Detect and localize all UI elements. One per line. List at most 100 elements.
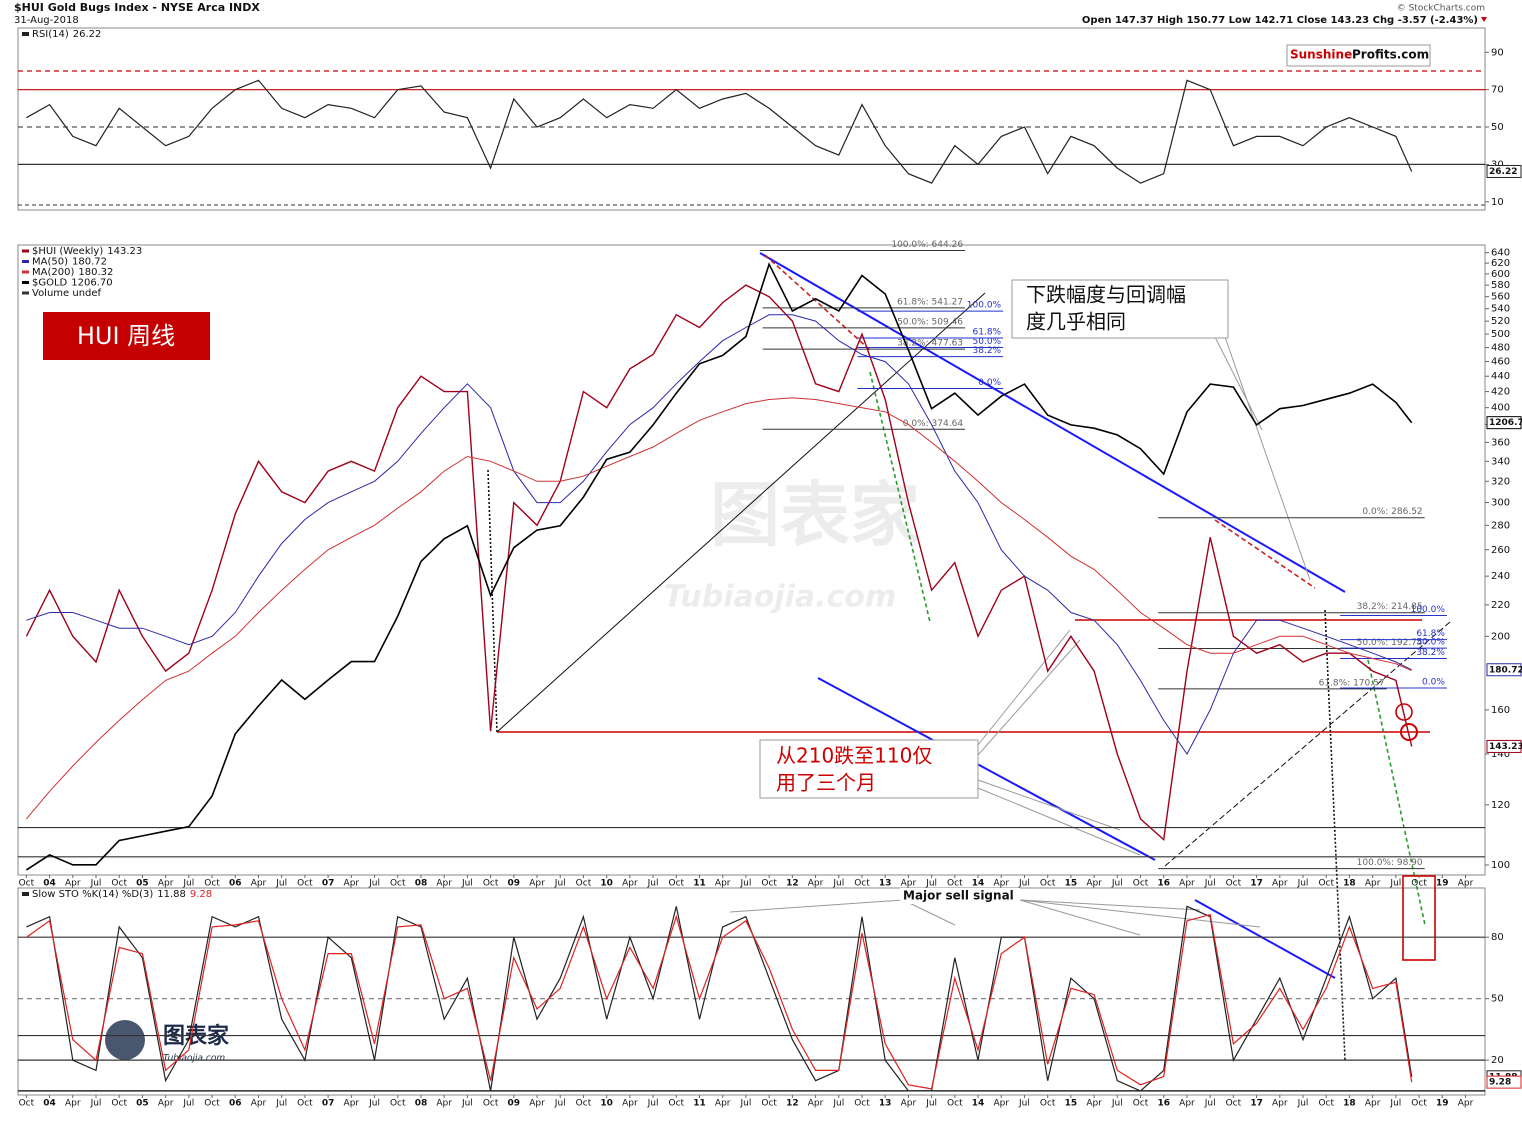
series-line (25, 262, 1413, 871)
legend-name: $GOLD (32, 278, 68, 289)
x-tick-label: Oct (1133, 879, 1149, 889)
y-tick-label: 620 (1491, 258, 1510, 269)
y-tick-label: 580 (1491, 280, 1510, 291)
legend-swatch (22, 291, 29, 295)
y-tick-label: 480 (1491, 343, 1510, 354)
x-tick-label: Apr (808, 879, 824, 889)
y-tick-label: 90 (1491, 47, 1504, 58)
x-tick-label: 11 (693, 1099, 706, 1109)
x-tick-label: Apr (993, 879, 1009, 889)
y-tick-label: 540 (1491, 304, 1510, 315)
x-tick-label: Jul (739, 879, 751, 889)
x-tick-label: 07 (322, 879, 335, 889)
x-tick-label: Apr (715, 879, 731, 889)
x-tick-label: Jul (275, 1099, 287, 1109)
y-tick-label: 560 (1491, 292, 1510, 303)
x-tick-label: Jul (182, 1099, 194, 1109)
legend-value: 1206.70 (71, 278, 112, 289)
fib-label: 61.8% (973, 328, 1002, 338)
x-tick-label: Apr (1365, 879, 1381, 889)
x-tick-label: 14 (972, 1099, 985, 1109)
y-tick-label: 420 (1491, 387, 1510, 398)
end-tag (1486, 416, 1522, 430)
x-tick-label: Oct (669, 1099, 685, 1109)
x-tick-label: Oct (1411, 1099, 1427, 1109)
fib-label: 0.0% (978, 378, 1001, 388)
fib-label: 61.8% (1416, 629, 1445, 639)
fib-label: 0.0%: 374.64 (903, 419, 964, 429)
x-tick-label: Oct (1226, 879, 1242, 889)
end-tag (1486, 663, 1522, 677)
x-tick-label: Oct (1133, 1099, 1149, 1109)
legend-name: $HUI (Weekly) (32, 246, 103, 257)
x-tick-label: Oct (1318, 879, 1334, 889)
fib-label: 50.0%: 509.46 (897, 317, 963, 327)
x-tick-label: Oct (390, 1099, 406, 1109)
x-tick-label: Oct (854, 879, 870, 889)
x-tick-label: 06 (229, 1099, 242, 1109)
fib-label: 100.0% (1411, 605, 1446, 615)
y-tick-label: 160 (1491, 705, 1510, 716)
callout-pointer (977, 336, 1311, 856)
trend-line (817, 677, 1156, 861)
y-tick-label: 100 (1491, 860, 1510, 871)
fib-label: 50.0%: 192.74 (1357, 638, 1423, 648)
x-tick-label: Apr (344, 879, 360, 889)
x-tick-label: Apr (1086, 879, 1102, 889)
x-tick-label: 13 (879, 879, 892, 889)
x-tick-label: Oct (1411, 879, 1427, 889)
x-tick-label: 12 (786, 1099, 799, 1109)
x-tick-label: Apr (1272, 879, 1288, 889)
y-tick-label: 140 (1491, 749, 1510, 760)
x-tick-label: Jul (1111, 1099, 1123, 1109)
rsi-frame (17, 27, 1486, 211)
x-tick-label: Oct (947, 1099, 963, 1109)
y-tick-label: 500 (1491, 329, 1510, 340)
title: $HUI Gold Bugs Index - NYSE Arca INDX (14, 1, 260, 14)
x-tick-label: Apr (901, 1099, 917, 1109)
x-tick-label: Oct (947, 879, 963, 889)
x-tick-label: Apr (251, 879, 267, 889)
x-tick-label: 05 (136, 1099, 149, 1109)
y-tick-label: 120 (1491, 800, 1510, 811)
x-tick-label: Oct (1226, 1099, 1242, 1109)
legend: Slow STO %K(14) %D(3) 11.88 9.28 (32, 889, 212, 900)
fib-label: 38.2%: 477.63 (897, 339, 963, 349)
y-tick-label: 320 (1491, 476, 1510, 487)
legend-value: 9.28 (190, 889, 212, 900)
x-tick-label: Jul (647, 1099, 659, 1109)
y-tick-label: 20 (1491, 1055, 1504, 1066)
x-tick-label: Apr (1458, 879, 1474, 889)
series-line (26, 314, 1412, 755)
x-tick-label: Jul (1111, 879, 1123, 889)
x-tick-label: Oct (204, 879, 220, 889)
x-tick-label: Jul (182, 879, 194, 889)
legend-swatch (22, 32, 29, 36)
x-tick-label: 09 (508, 1099, 521, 1109)
legend-name: MA(50) (32, 257, 68, 268)
highlight (1400, 723, 1418, 741)
legend: RSI(14) 26.22 (32, 29, 101, 40)
legend: $GOLD 1206.70 (32, 278, 113, 289)
fib-label: 38.2%: 214.85 (1357, 602, 1423, 612)
x-tick-label: Apr (1272, 1099, 1288, 1109)
trend-line (1214, 519, 1316, 589)
x-tick-label: Apr (1179, 1099, 1195, 1109)
x-tick-label: Oct (854, 1099, 870, 1109)
legend-value: 26.22 (73, 29, 102, 40)
callout-text: Major sell signal (903, 889, 1014, 903)
y-tick-label: 400 (1491, 403, 1510, 414)
y-tick-label: 460 (1491, 357, 1510, 368)
legend-swatch (22, 281, 29, 284)
x-tick-label: 10 (600, 879, 613, 889)
fib-label: 100.0% (967, 301, 1002, 311)
x-tick-label: Jul (739, 1099, 751, 1109)
x-tick-label: Jul (1018, 879, 1030, 889)
y-tick-label: 50 (1491, 122, 1504, 133)
legend: Volume undef (32, 288, 102, 299)
x-tick-label: Oct (390, 879, 406, 889)
end-tag-label: 180.72 (1489, 665, 1522, 675)
x-tick-label: Oct (1318, 1099, 1334, 1109)
end-tag-label: 143.23 (1489, 742, 1522, 752)
callout-text: 下跌幅度与回调幅 (1026, 283, 1186, 307)
